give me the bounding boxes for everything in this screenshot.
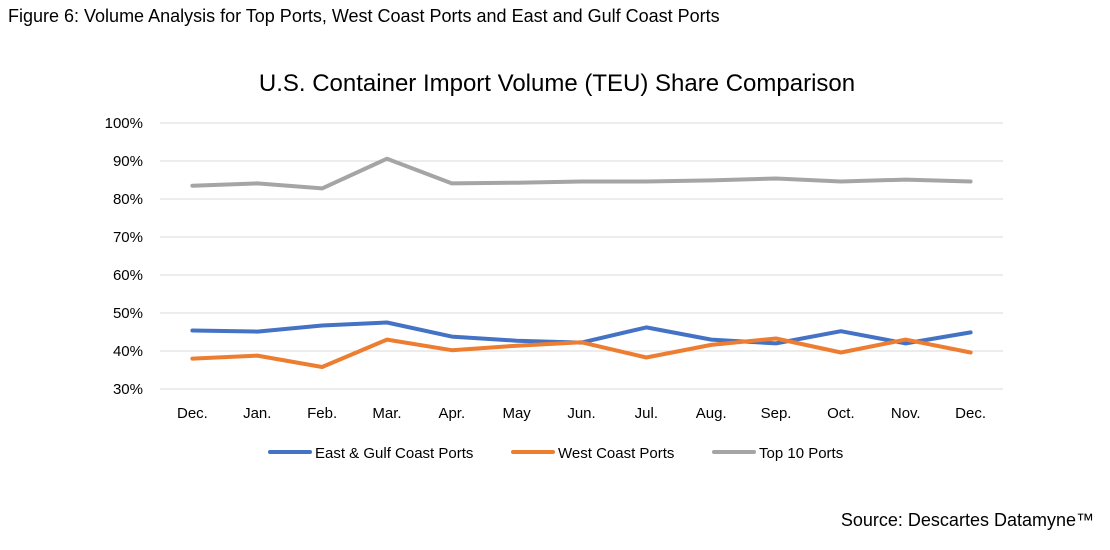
y-tick-label: 40% [113, 343, 143, 360]
x-tick-label: Dec. [177, 405, 208, 422]
x-tick-label: Jun. [567, 405, 595, 422]
x-tick-label: May [502, 405, 531, 422]
y-tick-label: 100% [105, 115, 143, 132]
chart-title: U.S. Container Import Volume (TEU) Share… [259, 70, 855, 97]
x-tick-label: Apr. [438, 405, 465, 422]
x-tick-label: Sep. [761, 405, 792, 422]
series-lines [190, 156, 973, 369]
legend: East & Gulf Coast Ports West Coast Ports T… [268, 445, 843, 462]
series-line-3 [190, 156, 973, 191]
y-tick-label: 50% [113, 305, 143, 322]
y-tick-label: 80% [113, 191, 143, 208]
series-line-2 [190, 336, 973, 369]
x-tick-label: Jul. [635, 405, 658, 422]
x-tick-label: Nov. [891, 405, 921, 422]
y-tick-label: 60% [113, 267, 143, 284]
legend-label-2: West Coast Ports [558, 445, 674, 462]
x-tick-label: Aug. [696, 405, 727, 422]
x-tick-label: Jan. [243, 405, 271, 422]
source-note: Source: Descartes Datamyne™ [840, 510, 1094, 530]
legend-label-1: East & Gulf Coast Ports [315, 445, 473, 462]
series-line-1 [190, 320, 973, 346]
y-tick-label: 90% [113, 153, 143, 170]
y-tick-label: 70% [113, 229, 143, 246]
x-tick-label: Feb. [307, 405, 337, 422]
figure-caption: Figure 6: Volume Analysis for Top Ports,… [8, 6, 720, 26]
x-tick-labels: Dec. Jan. Feb. Mar. Apr. May Jun. Jul. Aug. Sep. O… [177, 405, 986, 422]
x-tick-label: Oct. [827, 405, 855, 422]
legend-label-3: Top 10 Ports [759, 445, 843, 462]
y-tick-label: 30% [113, 381, 143, 398]
x-tick-label: Mar. [372, 405, 401, 422]
gridlines [160, 122, 1003, 390]
x-tick-label: Dec. [955, 405, 986, 422]
y-tick-labels: 30% 40% 50% 60% 70% 80% 90% 100% [105, 115, 143, 398]
